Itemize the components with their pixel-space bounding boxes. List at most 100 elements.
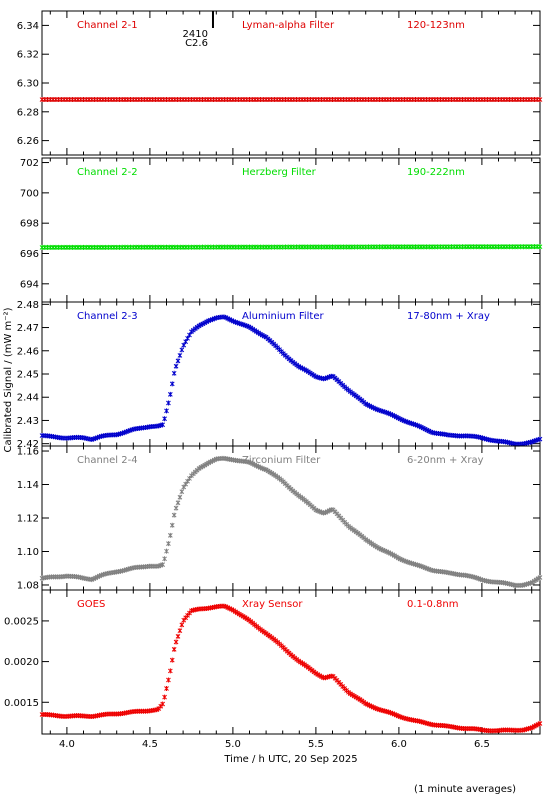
y-tick-label: 2.47 xyxy=(17,323,39,334)
y-tick-label: 2.44 xyxy=(17,393,39,404)
data-point xyxy=(167,532,173,538)
panel-frame xyxy=(41,10,541,156)
data-point xyxy=(175,358,181,364)
y-tick-label: 6.32 xyxy=(17,50,39,61)
y-tick-label: 698 xyxy=(20,219,39,230)
y-tick-label: 696 xyxy=(20,249,39,260)
data-point xyxy=(175,633,181,639)
data-point xyxy=(171,370,177,376)
data-point xyxy=(537,575,543,581)
data-series xyxy=(39,314,543,447)
data-point xyxy=(179,489,185,495)
data-point xyxy=(162,694,167,700)
panel-frame xyxy=(41,445,541,591)
x-tick-label: 6.5 xyxy=(474,739,490,750)
y-tick-label: 702 xyxy=(20,158,39,169)
data-point xyxy=(175,500,181,506)
data-point xyxy=(166,400,171,406)
data-point xyxy=(167,391,173,397)
data-series xyxy=(39,97,543,103)
panel-filter: Xray Sensor xyxy=(242,599,303,610)
panel-1: 6.26 6.28 6.30 6.32 6.34 Channel 2-1 Lyman-alp… xyxy=(17,10,543,156)
data-point xyxy=(537,244,543,250)
footnote: (1 minute averages) xyxy=(414,784,516,795)
panel-2: 694 696 698 700 702 Channel 2-2 Herzberg Filte… xyxy=(20,157,543,303)
data-point xyxy=(169,522,175,528)
data-point xyxy=(537,97,543,103)
data-point xyxy=(164,548,169,554)
flare-annotation: C2.6 xyxy=(185,38,208,49)
y-tick-label: 1.16 xyxy=(17,447,39,458)
data-point xyxy=(179,347,185,353)
y-tick-label: 6.30 xyxy=(17,79,39,90)
y-tick-label: 2.46 xyxy=(17,346,39,357)
data-point xyxy=(164,408,169,414)
data-point xyxy=(160,422,166,428)
y-tick-label: 1.10 xyxy=(17,547,39,558)
data-series xyxy=(39,244,543,250)
data-point xyxy=(160,701,166,707)
x-tick-label: 5.0 xyxy=(225,739,241,750)
data-point xyxy=(173,505,179,511)
data-point xyxy=(166,541,171,547)
panel-frame xyxy=(41,301,541,447)
data-point xyxy=(171,646,177,652)
data-point xyxy=(173,363,179,369)
data-point xyxy=(164,686,169,692)
panels: 6.26 6.28 6.30 6.32 6.34 Channel 2-1 Lyman-alp… xyxy=(4,10,543,750)
data-point xyxy=(185,478,190,484)
panel-4: 1.08 1.10 1.12 1.14 1.16 Channel 2-4 Zirconium… xyxy=(17,445,543,591)
panel-filter: Herzberg Filter xyxy=(242,167,317,178)
panel-band: 190-222nm xyxy=(407,167,465,178)
panel-band: 0.1-0.8nm xyxy=(407,599,459,610)
panel-band: 17-80nm + Xray xyxy=(407,311,490,322)
data-point xyxy=(169,657,175,663)
y-tick-label: 2.48 xyxy=(17,300,39,311)
data-point xyxy=(187,475,192,481)
data-point xyxy=(166,677,171,683)
panel-title: Channel 2-4 xyxy=(77,455,138,466)
data-point xyxy=(537,720,543,726)
y-tick-label: 1.14 xyxy=(17,480,39,491)
panel-title: Channel 2-3 xyxy=(77,311,138,322)
data-point xyxy=(162,416,167,422)
panel-band: 120-123nm xyxy=(407,20,465,31)
data-point xyxy=(167,668,173,674)
panel-title: Channel 2-2 xyxy=(77,167,138,178)
x-axis-label: Time / h UTC, 20 Sep 2025 xyxy=(223,754,357,765)
y-tick-label: 700 xyxy=(20,188,39,199)
y-tick-label: 6.34 xyxy=(17,21,39,32)
data-point xyxy=(173,639,179,645)
x-tick-label: 5.5 xyxy=(308,739,324,750)
panel-filter: Zirconium Filter xyxy=(242,455,321,466)
y-axis-label: Calibrated Signal / (mW m⁻²) xyxy=(3,307,14,452)
data-point xyxy=(183,481,189,487)
y-tick-label: 2.42 xyxy=(17,439,39,450)
panel-title: GOES xyxy=(77,599,105,610)
y-tick-label: 1.12 xyxy=(17,514,39,525)
y-tick-label: 0.0025 xyxy=(4,616,39,627)
data-point xyxy=(169,381,175,387)
data-point xyxy=(179,622,185,628)
panel-title: Channel 2-1 xyxy=(77,20,138,31)
data-series xyxy=(39,603,543,734)
x-tick-label: 6.0 xyxy=(391,739,407,750)
y-tick-label: 2.43 xyxy=(17,416,39,427)
data-point xyxy=(160,562,166,568)
panel-filter: Aluminium Filter xyxy=(242,311,325,322)
y-tick-label: 0.0020 xyxy=(4,657,39,668)
y-tick-label: 694 xyxy=(20,279,39,290)
flare-annotation: 2410 xyxy=(183,29,208,40)
data-series xyxy=(39,455,543,588)
y-tick-label: 0.0015 xyxy=(4,698,39,709)
data-point xyxy=(537,436,543,442)
y-tick-label: 6.28 xyxy=(17,107,39,118)
data-point xyxy=(177,628,183,634)
panel-5: 0.0015 0.0020 0.0025 GOES Xray Sensor 0.1-0.8… xyxy=(4,589,543,750)
panel-band: 6-20nm + Xray xyxy=(407,455,484,466)
panel-3: 2.42 2.43 2.44 2.45 2.46 2.47 2.48 Channel 2-3 A… xyxy=(17,300,543,450)
y-tick-label: 1.08 xyxy=(17,580,39,591)
y-tick-label: 2.45 xyxy=(17,370,39,381)
x-tick-label: 4.0 xyxy=(59,739,75,750)
